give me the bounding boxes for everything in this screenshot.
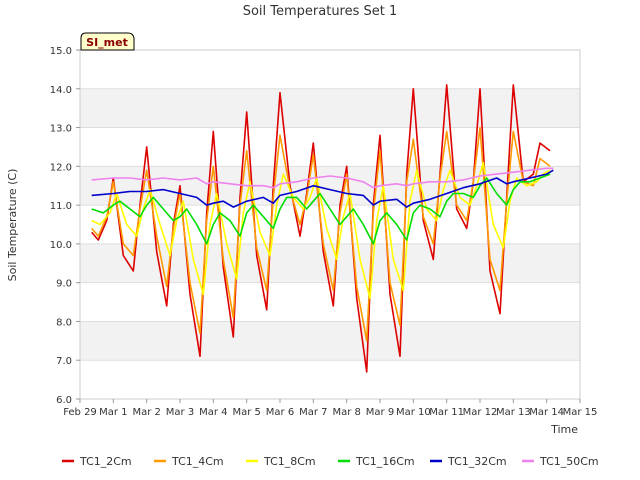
x-tick-label: Mar 11 — [429, 407, 464, 418]
series-line-tc1-8cm — [91, 161, 551, 300]
x-tick-label: Feb 29 — [63, 407, 97, 418]
site-badge-label: SI_met — [86, 36, 128, 49]
series-line-tc1-32cm — [91, 169, 554, 208]
y-axis-label: Soil Temperature (C) — [6, 169, 19, 282]
plot-band — [80, 166, 580, 206]
legend: TC1_2Cm TC1_4Cm TC1_8Cm TC1_16Cm TC1_32Cm TC1… — [62, 455, 599, 468]
x-tick-label: Mar 13 — [496, 407, 531, 418]
y-tick-label: 12.0 — [50, 162, 72, 173]
x-tick-label: Mar 4 — [199, 407, 227, 418]
plot-bands — [80, 88, 580, 361]
site-badge: SI_met — [80, 32, 135, 51]
legend-label: TC1_2Cm — [79, 455, 132, 468]
series-line-tc1-4cm — [91, 126, 551, 342]
y-tick-label: 10.0 — [50, 240, 72, 251]
x-tick-label: Mar 8 — [332, 407, 360, 418]
legend-label: TC1_8Cm — [263, 455, 316, 468]
x-tick-label: Mar 2 — [132, 407, 160, 418]
x-tick-label: Mar 1 — [99, 407, 127, 418]
y-axis-ticks: 6.0 7.0 8.0 9.0 10.0 11.0 12.0 13.0 14.0 15.0 — [50, 46, 80, 406]
x-tick-label: Mar 10 — [396, 407, 431, 418]
x-tick-label: Mar 9 — [366, 407, 394, 418]
series-line-tc1-16cm — [91, 173, 551, 245]
x-tick-label: Mar 15 — [563, 407, 598, 418]
y-tick-label: 14.0 — [50, 85, 72, 96]
y-tick-label: 11.0 — [50, 201, 72, 212]
y-tick-label: 7.0 — [56, 356, 72, 367]
y-tick-label: 6.0 — [56, 395, 72, 406]
x-tick-label: Mar 12 — [463, 407, 498, 418]
plot-frame — [79, 49, 581, 400]
series-line-tc1-50cm — [91, 167, 554, 189]
chart-title: Soil Temperatures Set 1 — [243, 4, 398, 19]
plot-band — [80, 88, 580, 128]
x-tick-label: Mar 6 — [266, 407, 294, 418]
series-lines — [91, 84, 554, 373]
y-tick-label: 8.0 — [56, 317, 72, 328]
x-tick-label: Mar 3 — [166, 407, 194, 418]
y-tick-label: 13.0 — [50, 124, 72, 135]
legend-label: TC1_32Cm — [447, 455, 507, 468]
legend-label: TC1_16Cm — [355, 455, 415, 468]
x-tick-label: Mar 7 — [299, 407, 327, 418]
y-tick-label: 15.0 — [50, 46, 72, 57]
plot-band — [80, 321, 580, 361]
x-tick-label: Mar 14 — [529, 407, 564, 418]
legend-label: TC1_50Cm — [539, 455, 599, 468]
y-tick-label: 9.0 — [56, 279, 72, 290]
x-axis-ticks: Feb 29 Mar 1 Mar 2 Mar 3 Mar 4 Mar 5 Mar 6 Mar … — [63, 399, 597, 418]
legend-label: TC1_4Cm — [171, 455, 224, 468]
x-tick-label: Mar 5 — [232, 407, 260, 418]
x-axis-label: Time — [550, 423, 578, 436]
